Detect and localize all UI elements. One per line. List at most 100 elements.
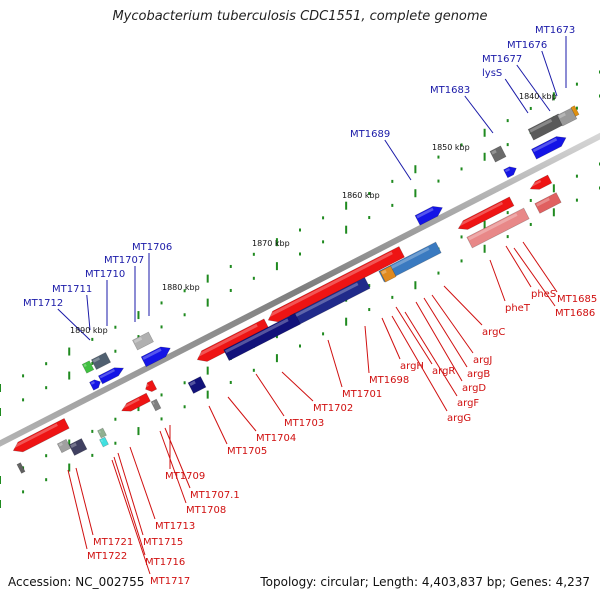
tick-mark	[529, 222, 532, 226]
gene-label-mt1713[interactable]: MT1713	[155, 521, 195, 532]
gene-label-phet[interactable]: pheT	[505, 303, 531, 314]
leader-line	[391, 315, 448, 412]
gene-label-argc[interactable]: argC	[482, 327, 505, 338]
operon-block[interactable]	[16, 462, 26, 474]
tick-mark	[552, 208, 555, 217]
forward-gene[interactable]	[132, 331, 154, 351]
tick-mark	[391, 203, 394, 207]
reverse-gene[interactable]	[528, 174, 553, 193]
gene-features[interactable]	[11, 105, 580, 474]
gene-label-argf[interactable]: argF	[457, 398, 479, 409]
tick-mark	[0, 500, 1, 508]
forward-gene[interactable]	[531, 133, 568, 160]
reverse-gene[interactable]	[11, 418, 70, 455]
reverse-gene[interactable]	[466, 207, 530, 249]
gene-label-lyss[interactable]: lysS	[482, 68, 502, 79]
scale-label: 1870 kbp	[252, 239, 290, 248]
leader-line	[541, 50, 558, 97]
forward-gene[interactable]	[489, 145, 507, 163]
gene-label-mt1689[interactable]: MT1689	[350, 129, 390, 140]
gene-label-mt1686[interactable]: MT1686	[555, 308, 595, 319]
operon-block[interactable]	[68, 438, 88, 456]
gene-label-mt1685[interactable]: MT1685	[557, 294, 597, 305]
operon-block[interactable]	[378, 241, 442, 283]
gene-label-mt1715[interactable]: MT1715	[143, 537, 183, 548]
gene-label-mt1704[interactable]: MT1704	[256, 433, 296, 444]
gene-label-mt1708[interactable]: MT1708	[186, 505, 226, 516]
operon-block[interactable]	[97, 427, 107, 439]
operon-block[interactable]	[187, 376, 207, 394]
gene-label-mt1722[interactable]: MT1722	[87, 551, 127, 562]
leader-line	[513, 247, 556, 307]
gene-label-mt1710[interactable]: MT1710	[85, 269, 125, 280]
tick-mark	[368, 216, 371, 220]
tick-mark	[206, 366, 209, 375]
gene-label-mt1707-1[interactable]: MT1707.1	[190, 490, 240, 501]
gene-label-argh[interactable]: argH	[400, 361, 424, 372]
gene-label-mt1711[interactable]: MT1711	[52, 284, 92, 295]
reverse-gene[interactable]	[266, 246, 405, 325]
tick-mark	[68, 439, 71, 448]
gene-label-mt1709[interactable]: MT1709	[165, 471, 205, 482]
operon-block[interactable]	[379, 265, 397, 283]
gene-label-mt1716[interactable]: MT1716	[145, 557, 185, 568]
forward-gene[interactable]	[570, 105, 580, 117]
leader-line	[504, 78, 529, 114]
gene-label-mt1673[interactable]: MT1673	[535, 25, 575, 36]
gene-label-phes[interactable]: pheS	[531, 289, 556, 300]
operon-block[interactable]	[99, 436, 109, 448]
reverse-gene[interactable]	[143, 379, 158, 393]
reverse-gene[interactable]	[120, 392, 151, 415]
forward-gene[interactable]	[140, 343, 173, 368]
reverse-gene[interactable]	[534, 192, 562, 214]
leader-line	[443, 285, 483, 326]
gene-label-argg[interactable]: argG	[447, 413, 471, 424]
operon-block[interactable]	[150, 398, 162, 412]
operon-block[interactable]	[223, 313, 301, 361]
gene-label-mt1721[interactable]: MT1721	[93, 537, 133, 548]
reverse-gene[interactable]	[456, 196, 515, 233]
tick-mark	[22, 490, 25, 494]
forward-gene[interactable]	[556, 107, 578, 127]
tick-mark	[229, 264, 232, 268]
operon-block[interactable]	[56, 438, 72, 454]
gene-label-mt1677[interactable]: MT1677	[482, 54, 522, 65]
leader-line	[57, 308, 91, 341]
gene-label-argr[interactable]: argR	[432, 366, 455, 377]
forward-gene[interactable]	[89, 378, 102, 391]
tick-mark	[68, 463, 71, 472]
gene-label-argj[interactable]: argJ	[473, 355, 492, 366]
tick-mark	[299, 228, 301, 232]
gene-label-mt1707[interactable]: MT1707	[104, 255, 144, 266]
tick-mark	[45, 478, 48, 482]
tick-mark	[206, 298, 209, 307]
gene-label-mt1712[interactable]: MT1712	[23, 298, 63, 309]
leader-line	[67, 469, 88, 550]
tick-mark	[460, 143, 463, 147]
gene-label-mt1698[interactable]: MT1698	[369, 375, 409, 386]
forward-gene[interactable]	[503, 164, 519, 179]
forward-gene[interactable]	[90, 352, 112, 370]
gene-label-mt1717[interactable]: MT1717	[150, 576, 190, 587]
gene-label-mt1676[interactable]: MT1676	[507, 40, 547, 51]
tick-mark	[437, 155, 440, 159]
tick-mark	[252, 252, 255, 256]
gene-label-mt1702[interactable]: MT1702	[313, 403, 353, 414]
forward-gene[interactable]	[97, 364, 125, 385]
gene-label-argd[interactable]: argD	[462, 383, 486, 394]
gene-label-mt1705[interactable]: MT1705	[227, 446, 267, 457]
forward-gene[interactable]	[414, 203, 445, 226]
gene-label-mt1701[interactable]: MT1701	[342, 389, 382, 400]
gene-label-mt1706[interactable]: MT1706	[132, 242, 172, 253]
tick-mark	[0, 384, 1, 392]
gene-label-mt1703[interactable]: MT1703	[284, 418, 324, 429]
gene-label-argb[interactable]: argB	[467, 369, 490, 380]
tick-mark	[91, 361, 94, 365]
tick-mark	[114, 325, 117, 329]
gene-label-mt1683[interactable]: MT1683	[430, 85, 470, 96]
gene-labels[interactable]: MT1673 MT1676 MT1677 lysS MT1683 MT1689 MT1706…	[23, 25, 597, 587]
tick-mark	[275, 354, 278, 363]
tick-mark	[0, 476, 1, 484]
forward-gene[interactable]	[81, 360, 95, 374]
